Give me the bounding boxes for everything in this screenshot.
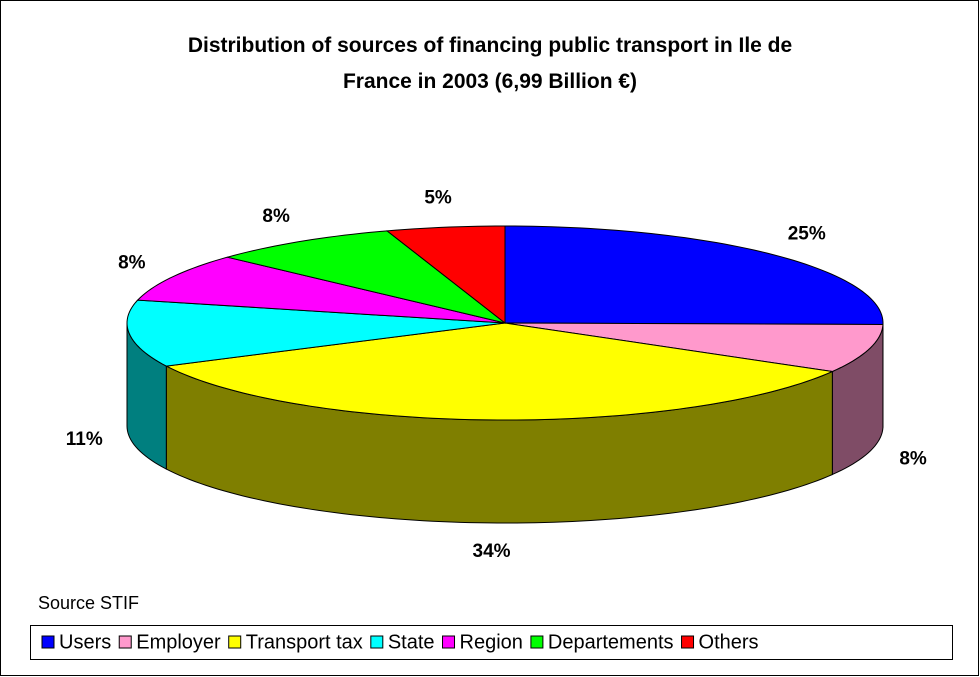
legend-label: Region bbox=[460, 631, 523, 653]
pie-slice bbox=[227, 230, 506, 324]
source-note: Source STIF bbox=[38, 593, 139, 613]
legend-swatch bbox=[41, 635, 55, 649]
legend-label: Users bbox=[59, 631, 111, 653]
pie-slice bbox=[504, 225, 884, 326]
data-label: 34% bbox=[473, 541, 511, 562]
legend-swatch bbox=[370, 635, 384, 649]
data-label: 8% bbox=[899, 449, 927, 470]
data-label: 8% bbox=[118, 252, 146, 273]
legend-swatch bbox=[681, 635, 695, 649]
chart-title: Distribution of sources of financing pub… bbox=[187, 34, 793, 93]
data-label: 8% bbox=[262, 206, 290, 227]
legend-swatch bbox=[118, 635, 132, 649]
legend-label: Transport tax bbox=[246, 631, 363, 653]
pie-slice bbox=[504, 322, 884, 373]
data-label: 25% bbox=[788, 224, 826, 245]
pie-slice bbox=[136, 256, 506, 324]
pie-slice bbox=[385, 225, 506, 325]
legend-label: Departements bbox=[548, 631, 674, 653]
legend-box bbox=[30, 625, 953, 660]
legend-swatch bbox=[442, 635, 456, 649]
legend-label: State bbox=[388, 631, 435, 653]
data-label: 5% bbox=[424, 187, 452, 208]
data-label: 11% bbox=[66, 429, 103, 450]
legend-swatch bbox=[228, 635, 242, 649]
pie-slice bbox=[164, 322, 835, 421]
legend-label: Others bbox=[699, 631, 759, 653]
legend-swatch bbox=[530, 635, 544, 649]
pie-slice bbox=[126, 299, 506, 367]
legend-label: Employer bbox=[136, 631, 221, 653]
